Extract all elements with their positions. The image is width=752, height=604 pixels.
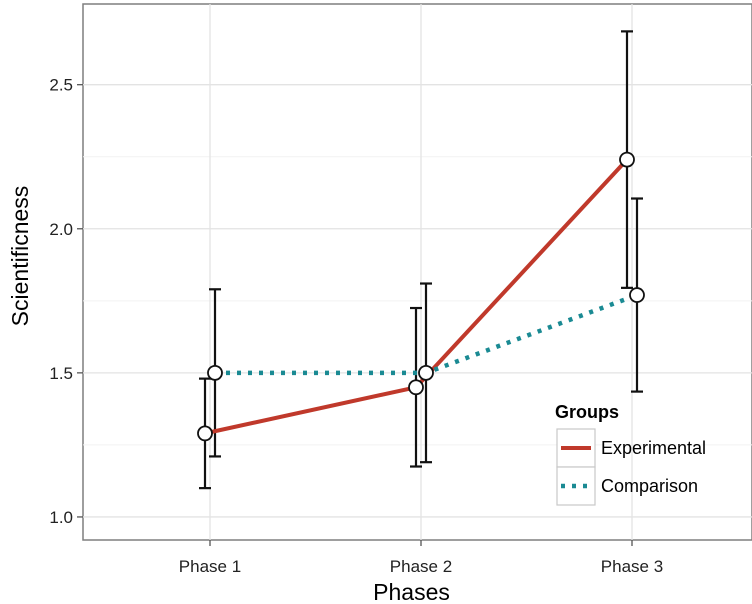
legend-item: Experimental	[556, 428, 706, 468]
legend-item: Comparison	[556, 466, 698, 506]
x-tick-label: Phase 2	[390, 557, 452, 576]
data-point-experimental	[408, 379, 424, 396]
legend: Groups Experimental Comparison	[555, 402, 706, 506]
plot-panel	[82, 3, 752, 541]
y-tick-label: 1.0	[49, 508, 73, 527]
y-tick-label: 2.5	[49, 76, 73, 95]
data-point-experimental	[197, 425, 213, 442]
legend-label: Comparison	[601, 476, 698, 496]
legend-items: Experimental Comparison	[556, 428, 706, 506]
legend-label: Experimental	[601, 438, 706, 458]
y-tick-label: 1.5	[49, 364, 73, 383]
x-axis-ticks: Phase 1 Phase 2 Phase 3	[179, 540, 663, 576]
y-tick-label: 2.0	[49, 220, 73, 239]
grid	[83, 4, 752, 540]
x-tick-label: Phase 3	[601, 557, 663, 576]
x-tick-label: Phase 1	[179, 557, 241, 576]
x-axis-title: Phases	[373, 579, 450, 604]
y-axis-ticks: 1.0 1.5 2.0 2.5	[49, 76, 83, 527]
data-point-comparison	[418, 364, 434, 381]
data-point-comparison	[207, 364, 223, 381]
series-points	[197, 151, 645, 442]
y-axis-title: Scientificness	[7, 186, 33, 327]
data-point-experimental	[619, 151, 635, 168]
data-point-comparison	[629, 287, 645, 303]
legend-title: Groups	[555, 402, 619, 422]
